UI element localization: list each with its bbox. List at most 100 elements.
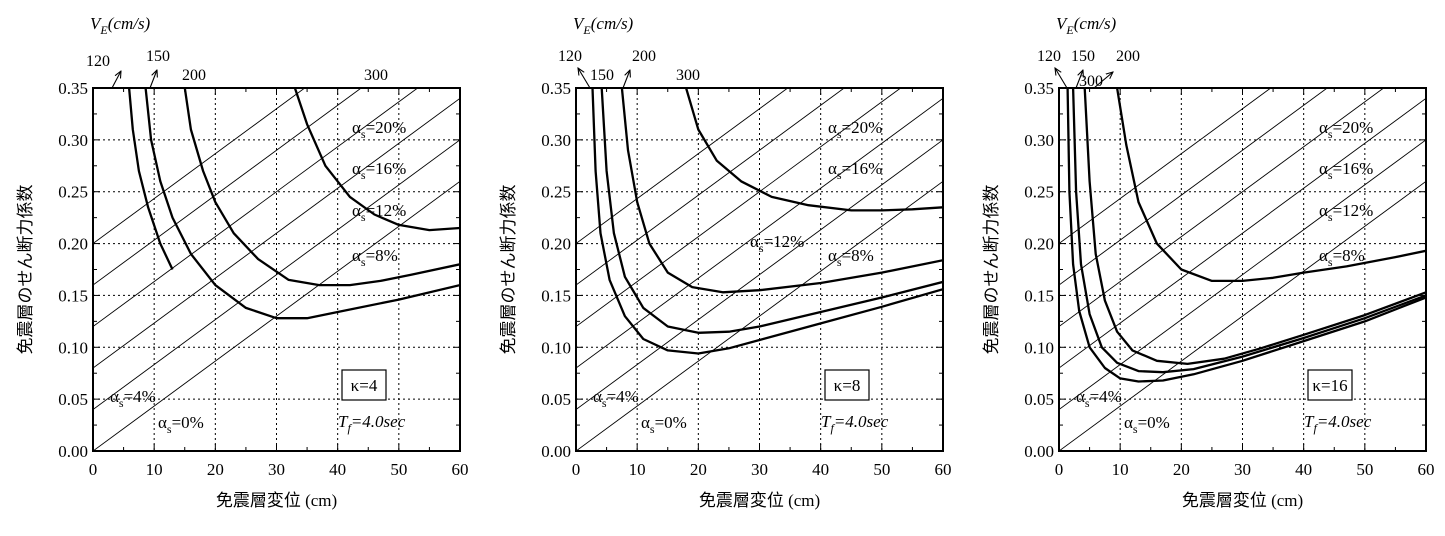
alpha-line-label: αs=0% — [158, 413, 204, 436]
plot-frame — [92, 87, 461, 452]
y-tick-label: 0.35 — [58, 79, 88, 98]
curve-label: 120 — [1037, 48, 1061, 65]
x-tick-label: 50 — [873, 460, 890, 479]
alpha-line-label: αs=4% — [593, 387, 639, 410]
x-tick-label: 50 — [390, 460, 407, 479]
series-curve-200 — [1083, 88, 1426, 366]
series-curve-200 — [620, 88, 943, 294]
x-tick-label: 50 — [1356, 460, 1373, 479]
curve-label-arrow — [111, 71, 121, 89]
period-label: Tf=4.0sec — [338, 412, 406, 435]
y-tick-label: 0.00 — [1024, 442, 1054, 461]
alpha-line-label: αs=12% — [352, 201, 406, 224]
curve-label-arrow — [578, 68, 591, 89]
x-tick-label: 20 — [690, 460, 707, 479]
alpha-line — [576, 88, 845, 286]
x-tick-label: 40 — [812, 460, 829, 479]
curve-label-arrow — [1093, 72, 1113, 89]
series-curve-300 — [293, 88, 460, 232]
y-tick-label: 0.30 — [1024, 131, 1054, 150]
series-curve-300 — [1115, 88, 1426, 283]
series-curve-150 — [144, 88, 460, 320]
ve-header: VE(cm/s) — [1056, 14, 1117, 37]
series-curve-200 — [183, 88, 460, 287]
curve-label: 300 — [1079, 73, 1103, 90]
y-tick-label: 0.20 — [1024, 235, 1054, 254]
y-tick-label: 0.35 — [1024, 79, 1054, 98]
y-tick-label: 0.15 — [1024, 286, 1054, 305]
alpha-line-label: αs=16% — [1319, 159, 1373, 182]
series-curve-120 — [1066, 88, 1426, 383]
y-tick-label: 0.10 — [541, 338, 571, 357]
period-label: Tf=4.0sec — [1304, 412, 1372, 435]
y-tick-label: 0.00 — [58, 442, 88, 461]
y-tick-label: 0.05 — [1024, 390, 1054, 409]
x-tick-label: 60 — [1418, 460, 1435, 479]
curve-label: 150 — [590, 67, 614, 84]
alpha-line-label: αs=0% — [641, 413, 687, 436]
x-tick-label: 0 — [89, 460, 98, 479]
alpha-line — [576, 139, 943, 410]
alpha-line-label: αs=20% — [828, 118, 882, 141]
curve-label: 200 — [632, 48, 656, 65]
kappa-box — [341, 369, 387, 401]
series-curve-150 — [1071, 88, 1426, 374]
y-tick-label: 0.35 — [541, 79, 571, 98]
alpha-line-label: αs=12% — [1319, 201, 1373, 224]
x-tick-label: 10 — [1112, 460, 1129, 479]
y-axis-label: 免震層のせん断力係数 — [982, 185, 1001, 355]
y-axis-label: 免震層のせん断力係数 — [16, 185, 35, 355]
y-tick-label: 0.25 — [58, 183, 88, 202]
x-tick-label: 30 — [751, 460, 768, 479]
alpha-line-label: αs=12% — [750, 232, 804, 255]
kappa-label: κ=4 — [351, 376, 378, 395]
alpha-line — [1059, 88, 1385, 327]
alpha-line — [93, 139, 460, 410]
chart-panel: 0 10 20 30 40 50 60 0.00 0.05 0.10 0.15 0.20 0.25 0.3… — [982, 14, 1435, 510]
y-axis-label: 免震層のせん断力係数 — [499, 185, 518, 355]
curve-label-arrow — [622, 70, 630, 89]
alpha-line — [1059, 98, 1426, 369]
alpha-line-label: αs=4% — [1076, 387, 1122, 410]
plot-frame — [1058, 87, 1427, 452]
ve-header: VE(cm/s) — [573, 14, 634, 37]
x-tick-label: 0 — [572, 460, 581, 479]
alpha-line-label: αs=20% — [352, 118, 406, 141]
y-tick-label: 0.30 — [58, 131, 88, 150]
x-tick-label: 20 — [1173, 460, 1190, 479]
curve-label: 150 — [146, 48, 170, 65]
curve-label: 120 — [86, 53, 110, 70]
y-tick-label: 0.15 — [541, 286, 571, 305]
alpha-line-label: αs=8% — [828, 246, 874, 269]
curve-label-arrow — [1075, 70, 1083, 89]
kappa-label: κ=8 — [834, 376, 861, 395]
y-tick-label: 0.00 — [541, 442, 571, 461]
kappa-box — [824, 369, 870, 401]
y-tick-label: 0.20 — [58, 235, 88, 254]
x-tick-label: 10 — [629, 460, 646, 479]
plot-frame — [575, 87, 944, 452]
series-curve-120 — [591, 88, 943, 355]
alpha-line-label: αs=8% — [352, 246, 398, 269]
x-tick-label: 30 — [268, 460, 285, 479]
kappa-box — [1307, 369, 1353, 401]
series-curve-120 — [127, 88, 174, 270]
x-axis-label: 免震層変位 (cm) — [216, 491, 337, 510]
alpha-line-label: αs=16% — [352, 159, 406, 182]
alpha-line — [576, 88, 789, 244]
alpha-line-label: αs=4% — [110, 387, 156, 410]
x-tick-label: 60 — [452, 460, 469, 479]
alpha-line — [93, 180, 460, 451]
alpha-line-label: αs=8% — [1319, 246, 1365, 269]
period-label: Tf=4.0sec — [821, 412, 889, 435]
curve-label: 150 — [1071, 48, 1095, 65]
y-tick-label: 0.25 — [1024, 183, 1054, 202]
alpha-line — [93, 88, 419, 327]
curve-label: 300 — [364, 67, 388, 84]
alpha-line — [93, 88, 306, 244]
x-tick-label: 40 — [1295, 460, 1312, 479]
alpha-line — [93, 98, 460, 369]
curve-label: 120 — [558, 48, 582, 65]
x-tick-label: 10 — [146, 460, 163, 479]
